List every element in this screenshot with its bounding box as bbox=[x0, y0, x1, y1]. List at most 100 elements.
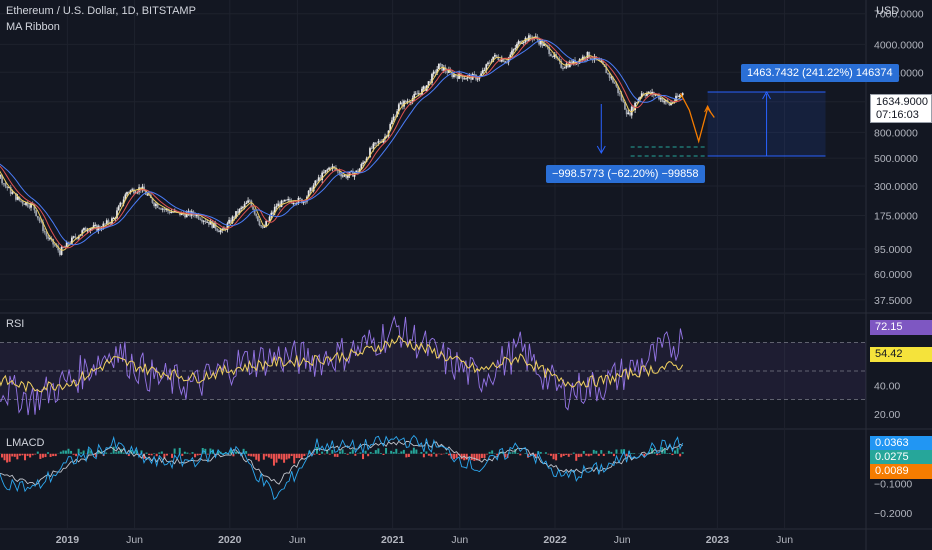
candle-body bbox=[172, 212, 175, 214]
ma-mid-line bbox=[0, 37, 683, 249]
lmacd-tick-label: −0.1000 bbox=[874, 478, 912, 490]
histogram-bar bbox=[630, 453, 633, 454]
candle-body bbox=[268, 216, 271, 221]
histogram-bar bbox=[580, 453, 583, 457]
histogram-bar bbox=[475, 453, 478, 461]
candle-body bbox=[26, 202, 29, 207]
candle-body bbox=[122, 199, 125, 204]
histogram-bar bbox=[372, 453, 375, 454]
candle-body bbox=[431, 73, 433, 83]
histogram-bar bbox=[11, 453, 14, 457]
candle-body bbox=[94, 224, 97, 226]
candle-body bbox=[83, 227, 85, 231]
histogram-bar bbox=[295, 453, 298, 459]
candle-body bbox=[223, 228, 225, 230]
histogram-bar bbox=[615, 449, 618, 454]
candle-body bbox=[163, 208, 166, 210]
histogram-bar bbox=[323, 453, 326, 455]
candle-body bbox=[105, 220, 108, 224]
candle-body bbox=[240, 207, 243, 209]
candle-body bbox=[509, 54, 512, 58]
candle-body bbox=[338, 170, 341, 174]
candle-body bbox=[504, 61, 507, 63]
candle-body bbox=[642, 93, 645, 95]
candle-body bbox=[488, 62, 491, 64]
histogram-bar bbox=[430, 453, 433, 457]
histogram-bar bbox=[163, 453, 166, 459]
candle-body bbox=[287, 198, 290, 200]
histogram-bar bbox=[415, 449, 418, 454]
candle-body bbox=[570, 61, 573, 65]
macd-line bbox=[0, 434, 684, 501]
candle-body bbox=[109, 223, 112, 225]
histogram-bar bbox=[450, 453, 453, 459]
histogram-bar bbox=[36, 451, 39, 454]
histogram-bar bbox=[127, 453, 130, 456]
candle-body bbox=[578, 59, 581, 64]
histogram-bar bbox=[344, 452, 347, 454]
rsi-title[interactable]: RSI bbox=[6, 318, 25, 330]
candle-body bbox=[437, 63, 440, 70]
candle-body bbox=[347, 175, 349, 178]
histogram-bar bbox=[34, 453, 37, 455]
candle-body bbox=[365, 158, 368, 162]
histogram-bar bbox=[650, 447, 653, 454]
histogram-bar bbox=[600, 450, 603, 454]
histogram-bar bbox=[374, 450, 377, 454]
histogram-bar bbox=[379, 453, 382, 454]
histogram-bar bbox=[313, 453, 316, 455]
candle-body bbox=[512, 49, 515, 51]
candle-body bbox=[421, 88, 423, 95]
candle-body bbox=[231, 216, 234, 223]
candle-body bbox=[33, 204, 36, 211]
candle-body bbox=[273, 206, 276, 213]
candle-body bbox=[436, 69, 439, 74]
candle-body bbox=[206, 221, 209, 223]
histogram-bar bbox=[318, 453, 321, 455]
candle-body bbox=[670, 103, 672, 106]
candle-body bbox=[634, 102, 636, 111]
candle-body bbox=[483, 70, 486, 72]
histogram-bar bbox=[592, 449, 595, 454]
candle-body bbox=[620, 94, 623, 101]
candle-body bbox=[411, 98, 414, 103]
indicator-label[interactable]: MA Ribbon bbox=[6, 21, 60, 33]
candle-body bbox=[541, 40, 544, 46]
candle-body bbox=[21, 201, 24, 204]
histogram-bar bbox=[339, 451, 342, 454]
candle-body bbox=[275, 206, 278, 208]
lmacd-title[interactable]: LMACD bbox=[6, 437, 45, 449]
histogram-bar bbox=[550, 453, 553, 456]
candle-body bbox=[28, 206, 31, 208]
histogram-bar bbox=[552, 453, 555, 460]
candle-body bbox=[124, 194, 127, 200]
candle-body bbox=[375, 142, 378, 144]
candle-body bbox=[211, 221, 214, 228]
candle-body bbox=[299, 198, 302, 200]
histogram-bar bbox=[298, 453, 301, 459]
candle-body bbox=[413, 93, 416, 99]
candle-body bbox=[197, 214, 200, 219]
histogram-bar bbox=[49, 453, 52, 457]
candle-body bbox=[468, 75, 471, 77]
candle-body bbox=[127, 192, 130, 194]
histogram-bar bbox=[582, 450, 585, 454]
candle-body bbox=[517, 41, 520, 45]
time-tick-label: Jun bbox=[614, 534, 631, 546]
candle-body bbox=[121, 202, 123, 204]
candle-body bbox=[219, 230, 222, 233]
candle-body bbox=[590, 58, 592, 60]
histogram-bar bbox=[199, 453, 202, 456]
histogram-bar bbox=[453, 453, 456, 460]
time-tick-label: Jun bbox=[289, 534, 306, 546]
histogram-bar bbox=[112, 446, 115, 454]
rsi-value-tag: 72.15 bbox=[870, 320, 932, 335]
candle-body bbox=[8, 187, 10, 189]
histogram-bar bbox=[575, 453, 578, 461]
histogram-bar bbox=[217, 451, 220, 454]
candle-body bbox=[627, 112, 630, 115]
histogram-bar bbox=[516, 453, 519, 454]
histogram-bar bbox=[255, 453, 258, 460]
candle-body bbox=[112, 218, 115, 220]
